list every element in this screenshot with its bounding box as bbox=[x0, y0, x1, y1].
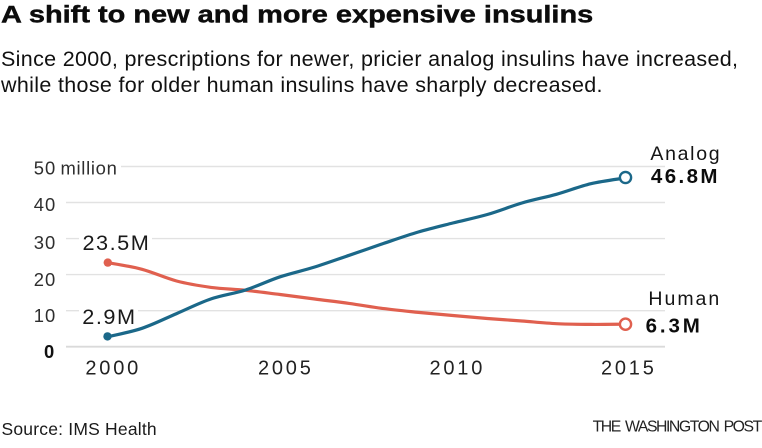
svg-text:50: 50 bbox=[34, 157, 56, 178]
svg-text:23.5M: 23.5M bbox=[83, 230, 151, 255]
svg-text:40: 40 bbox=[34, 194, 56, 215]
svg-text:Source: IMS Health: Source: IMS Health bbox=[2, 419, 157, 439]
svg-text:while those for older human in: while those for older human insulins hav… bbox=[0, 73, 603, 97]
svg-text:million: million bbox=[61, 157, 118, 178]
svg-text:2015: 2015 bbox=[601, 358, 657, 380]
svg-text:Human: Human bbox=[648, 288, 721, 310]
svg-text:0: 0 bbox=[44, 341, 54, 362]
svg-text:2005: 2005 bbox=[258, 358, 314, 380]
svg-text:46.8M: 46.8M bbox=[651, 165, 720, 188]
svg-text:THE WASHINGTON POST: THE WASHINGTON POST bbox=[593, 418, 762, 435]
svg-text:30: 30 bbox=[34, 232, 56, 253]
svg-text:2010: 2010 bbox=[429, 358, 485, 380]
svg-text:20: 20 bbox=[34, 269, 56, 290]
svg-text:10: 10 bbox=[34, 305, 56, 326]
svg-text:6.3M: 6.3M bbox=[646, 315, 703, 338]
svg-text:2.9M: 2.9M bbox=[82, 304, 136, 329]
svg-text:Since 2000, prescriptions for: Since 2000, prescriptions for newer, pri… bbox=[1, 47, 738, 71]
svg-text:Analog: Analog bbox=[650, 143, 721, 165]
svg-text:2000: 2000 bbox=[85, 358, 141, 380]
svg-text:A shift to new and more expens: A shift to new and more expensive insuli… bbox=[1, 1, 593, 28]
